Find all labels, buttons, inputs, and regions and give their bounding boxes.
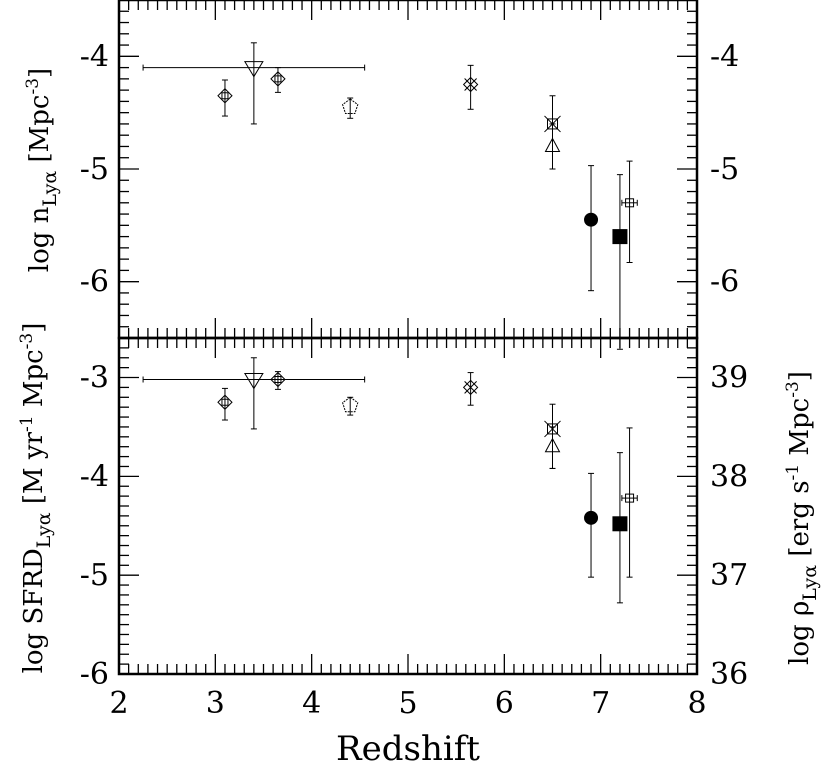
x-tick-label: 7 xyxy=(591,686,610,721)
diamond-cross-marker xyxy=(462,379,479,396)
top-right-tick-label: -6 xyxy=(710,265,739,300)
bottom-left-tick-label: -5 xyxy=(80,558,109,593)
data-point xyxy=(217,387,233,421)
data-point xyxy=(142,42,366,125)
triangle-down-marker xyxy=(243,373,264,390)
data-point xyxy=(270,67,286,93)
bottom-panel-ticks xyxy=(118,337,698,675)
bottom-right-tick-label: 38 xyxy=(710,459,748,494)
triangle-up-marker xyxy=(544,437,561,453)
data-point xyxy=(544,426,561,469)
right-ylabel-unit: [erg s xyxy=(785,480,815,556)
data-point xyxy=(342,97,359,119)
top-right-tick-label: -4 xyxy=(710,39,739,74)
top-left-tick-label: -6 xyxy=(80,265,109,300)
top-panel-points xyxy=(142,42,638,350)
top-ylabel-space xyxy=(25,162,55,170)
x-tick-label: 8 xyxy=(687,686,706,721)
data-point xyxy=(462,64,479,110)
filled-square-marker xyxy=(612,229,628,245)
data-point xyxy=(621,160,638,264)
data-point xyxy=(342,396,359,416)
tick-labels: -6 -5 -4 -6 -5 -4 -6 -5 -4 -3 36 37 38 39 2 3 4 5 6 7 8 xyxy=(80,39,748,721)
top-right-tick-label: -5 xyxy=(710,152,739,187)
top-panel-ticks xyxy=(118,0,698,339)
bottom-ylabel-space xyxy=(19,504,49,512)
small-square-marker xyxy=(625,493,635,503)
x-tick-label: 6 xyxy=(495,686,514,721)
bottom-right-tick-label: 39 xyxy=(710,361,748,396)
filled-circle-marker xyxy=(584,212,599,227)
top-left-tick-label: -5 xyxy=(80,152,109,187)
bottom-ylabel-unit: [M yr xyxy=(19,431,49,504)
right-ylabel: log ρLyα [erg s-1 Mpc-3] xyxy=(783,371,821,665)
filled-square-marker xyxy=(612,516,628,532)
data-point xyxy=(621,427,638,578)
right-ylabel-main: log ρ xyxy=(785,601,815,665)
x-tick-label: 5 xyxy=(398,686,417,721)
right-ylabel-space xyxy=(785,557,815,565)
bottom-ylabel-sup: -1 xyxy=(17,415,37,432)
data-point xyxy=(142,357,366,430)
bottom-ylabel-sup2: -3 xyxy=(17,333,37,350)
bottom-left-tick-label: -3 xyxy=(80,361,109,396)
data-point xyxy=(217,79,233,117)
bottom-panel-points xyxy=(142,357,638,604)
triangle-down-marker xyxy=(243,61,264,78)
bottom-ylabel-unit2: Mpc xyxy=(19,349,49,415)
bottom-right-tick-label: 36 xyxy=(710,657,748,692)
bottom-ylabel: log SFRDLyα [M yr-1 Mpc-3] xyxy=(17,323,55,674)
data-point xyxy=(544,123,561,170)
data-point xyxy=(612,452,628,604)
pentagon-marker xyxy=(342,396,359,413)
filled-circle-marker xyxy=(584,510,599,525)
data-point xyxy=(584,472,599,578)
top-ylabel: log nLyα [Mpc-3] xyxy=(23,68,61,272)
top-ylabel-sub: Lyα xyxy=(39,171,61,207)
diamond-square-marker xyxy=(217,394,233,410)
bottom-left-tick-label: -6 xyxy=(80,657,109,692)
top-ylabel-close: ] xyxy=(25,68,55,78)
data-point xyxy=(584,165,599,292)
diamond-square-marker xyxy=(217,88,233,104)
right-ylabel-close: ] xyxy=(785,371,815,381)
bottom-ylabel-close: ] xyxy=(19,323,49,333)
right-ylabel-sup: -1 xyxy=(783,464,803,481)
pentagon-marker xyxy=(342,98,359,114)
top-ylabel-main: log n xyxy=(25,206,55,272)
x-axis-title: Redshift xyxy=(336,729,480,769)
x-tick-label: 4 xyxy=(302,686,321,721)
top-ylabel-sup: -3 xyxy=(23,78,43,95)
x-tick-label: 2 xyxy=(109,686,128,721)
diamond-square-marker xyxy=(270,371,286,388)
bottom-ylabel-sub: Lyα xyxy=(33,512,55,548)
data-point xyxy=(270,371,286,390)
right-ylabel-sup2: -3 xyxy=(783,381,803,398)
top-ylabel-unit: [Mpc xyxy=(25,94,55,162)
diamond-square-marker xyxy=(270,71,286,87)
triangle-up-marker xyxy=(544,137,561,152)
x-tick-label: 3 xyxy=(206,686,225,721)
right-ylabel-sub: Lyα xyxy=(799,565,821,601)
bottom-right-tick-label: 37 xyxy=(710,558,748,593)
top-left-tick-label: -4 xyxy=(80,39,109,74)
data-point xyxy=(612,174,628,350)
bottom-ylabel-main: log SFRD xyxy=(19,548,49,673)
right-ylabel-unit2: Mpc xyxy=(785,398,815,464)
diamond-cross-marker xyxy=(462,76,479,93)
data-point xyxy=(462,372,479,406)
small-square-marker xyxy=(625,198,635,208)
bottom-left-tick-label: -4 xyxy=(80,459,109,494)
